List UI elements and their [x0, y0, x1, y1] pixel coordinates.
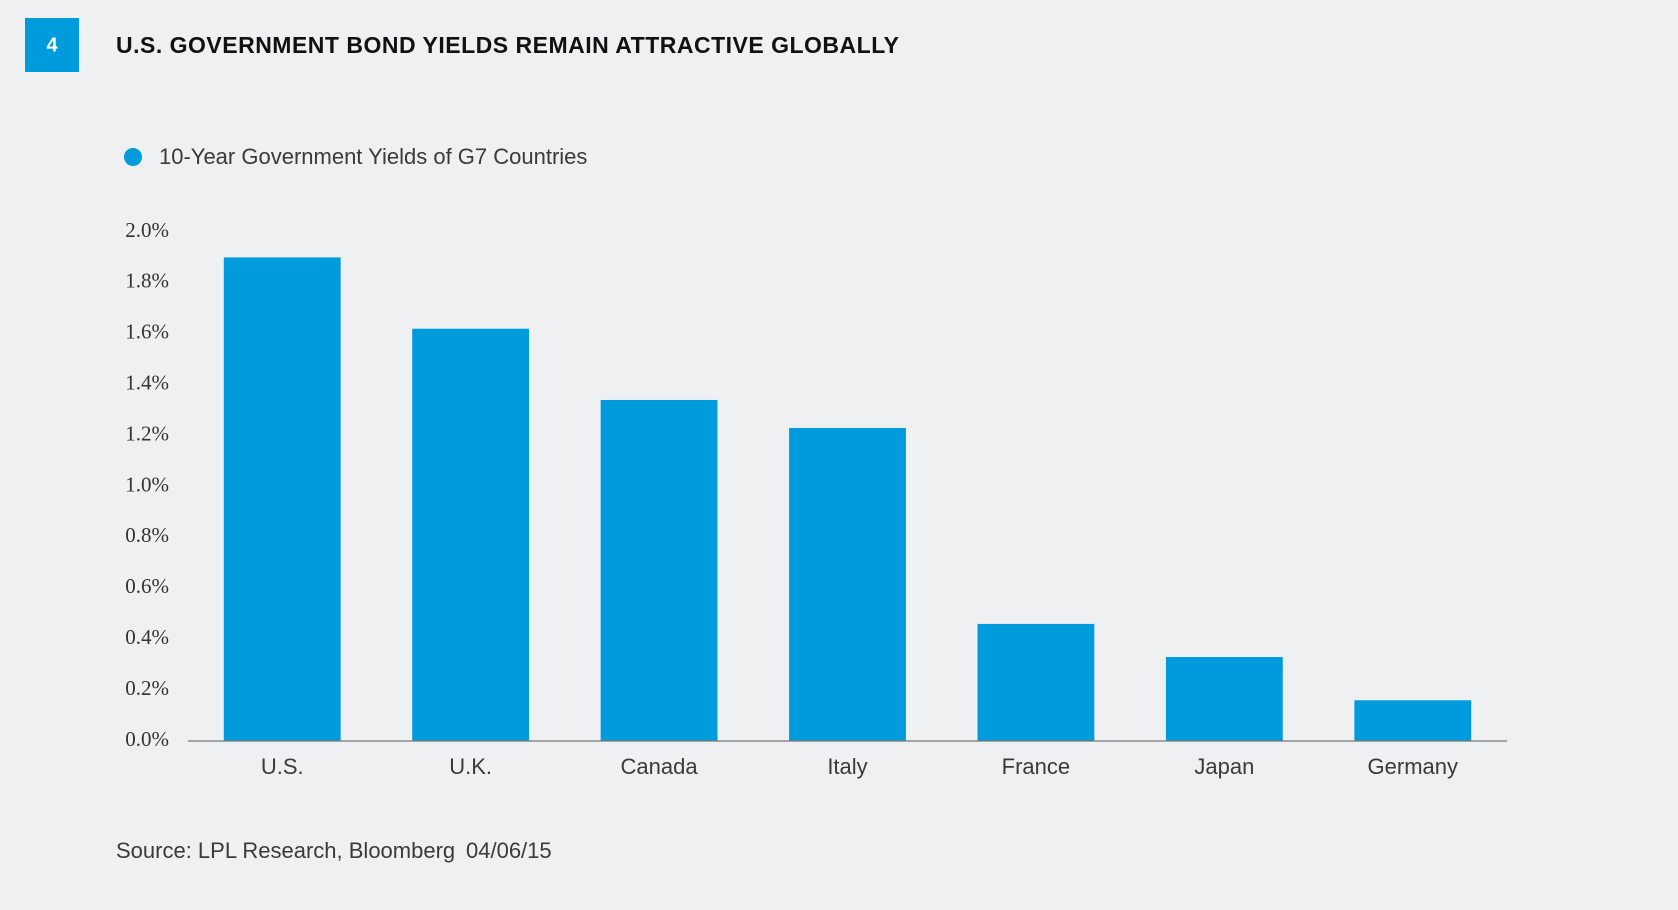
badge: 4	[46, 34, 58, 56]
bar	[789, 427, 906, 741]
y-tick-label: 1.6%	[125, 320, 169, 344]
x-tick-label: Germany	[1368, 754, 1458, 779]
bar	[223, 257, 341, 741]
y-tick-label: 0.2%	[125, 676, 169, 700]
badge-box	[25, 18, 79, 72]
bar	[600, 399, 718, 741]
legend-marker	[124, 148, 142, 166]
x-tick-label: France	[1002, 754, 1070, 779]
y-tick-label: 0.0%	[125, 727, 169, 751]
bar	[1354, 700, 1472, 741]
x-tick-label: Canada	[621, 754, 699, 779]
chart-title: U.S. GOVERNMENT BOND YIELDS REMAIN ATTRA…	[116, 32, 899, 58]
y-tick-label: 1.0%	[125, 472, 169, 496]
y-tick-label: 1.8%	[125, 269, 169, 293]
y-tick-label: 0.6%	[125, 574, 169, 598]
x-tick-label: Japan	[1194, 754, 1254, 779]
source: Source: LPL Research, Bloomberg	[116, 838, 455, 863]
bar	[1165, 657, 1283, 741]
legend-label: 10-Year Government Yields of G7 Countrie…	[159, 144, 587, 169]
y-tick-label: 0.4%	[125, 625, 169, 649]
y-tick-label: 0.8%	[125, 523, 169, 547]
bar	[412, 328, 530, 741]
y-tick-label: 1.4%	[125, 371, 169, 395]
y-tick-label: 2.0%	[125, 218, 169, 242]
x-tick-label: Italy	[827, 754, 867, 779]
bar	[977, 623, 1095, 741]
y-tick-label: 1.2%	[125, 421, 169, 445]
x-tick-label: U.K.	[449, 754, 492, 779]
date: 04/06/15	[466, 838, 552, 863]
x-tick-label: U.S.	[261, 754, 304, 779]
